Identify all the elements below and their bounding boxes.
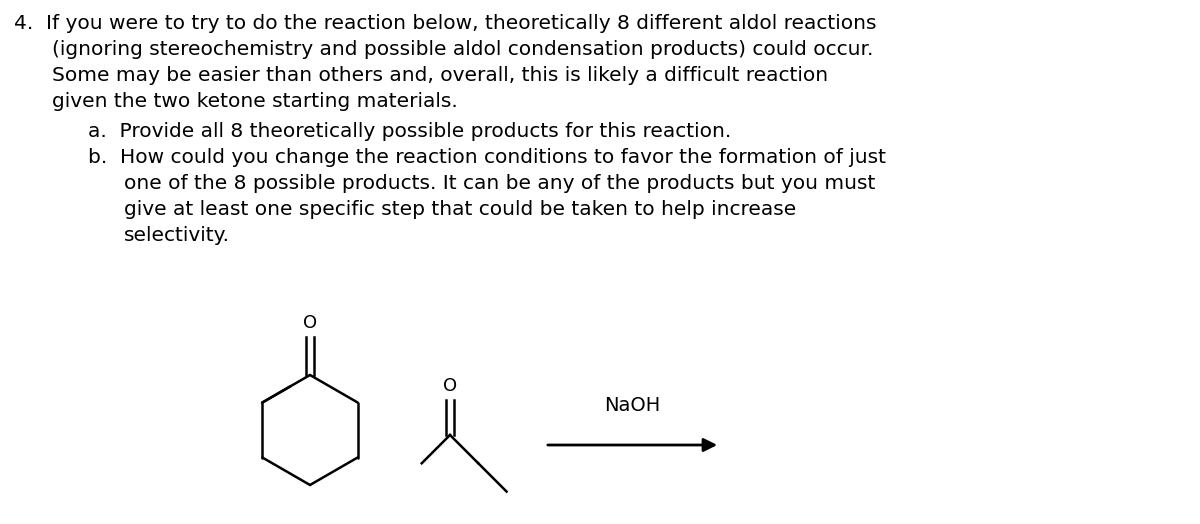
Text: O: O	[302, 314, 317, 332]
Text: 4.  If you were to try to do the reaction below, theoretically 8 different aldol: 4. If you were to try to do the reaction…	[14, 14, 876, 33]
Text: NaOH: NaOH	[604, 396, 660, 415]
Text: selectivity.: selectivity.	[124, 226, 230, 245]
Text: Some may be easier than others and, overall, this is likely a difficult reaction: Some may be easier than others and, over…	[52, 66, 828, 85]
Text: O: O	[443, 377, 457, 395]
Text: one of the 8 possible products. It can be any of the products but you must: one of the 8 possible products. It can b…	[124, 174, 875, 193]
Text: given the two ketone starting materials.: given the two ketone starting materials.	[52, 92, 457, 111]
Text: give at least one specific step that could be taken to help increase: give at least one specific step that cou…	[124, 200, 797, 219]
Text: (ignoring stereochemistry and possible aldol condensation products) could occur.: (ignoring stereochemistry and possible a…	[52, 40, 874, 59]
Text: a.  Provide all 8 theoretically possible products for this reaction.: a. Provide all 8 theoretically possible …	[88, 122, 731, 141]
Text: b.  How could you change the reaction conditions to favor the formation of just: b. How could you change the reaction con…	[88, 148, 886, 167]
